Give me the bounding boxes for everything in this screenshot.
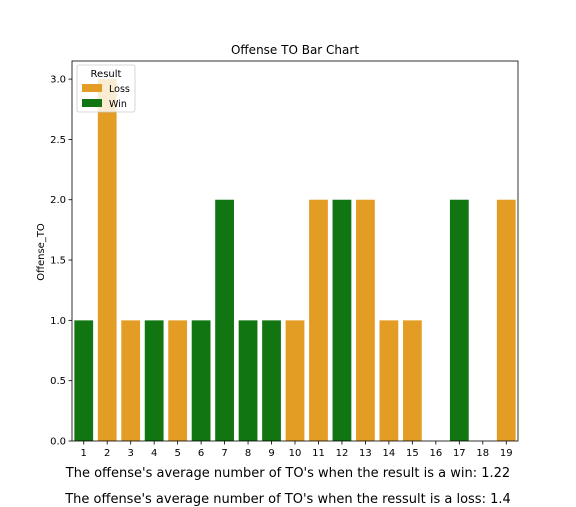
y-tick-label: 0.5 [50,376,66,387]
y-tick-label: 2.0 [50,195,66,206]
x-tick-label: 13 [359,448,372,459]
x-tick-label: 6 [198,448,204,459]
bar-11 [309,199,328,441]
x-tick-label: 9 [268,448,274,459]
loss-average-caption: The offense's average number of TO's whe… [65,492,511,507]
x-tick-label: 14 [383,448,396,459]
bar-15 [402,320,422,441]
x-tick-label: 12 [336,448,349,459]
y-tick-label: 1.0 [50,316,66,327]
x-tick-label: 1 [81,448,87,459]
bar-19 [496,199,516,441]
x-tick-label: 7 [221,448,227,459]
plot-frame [71,60,519,442]
bar-1 [74,320,94,441]
bar-8 [238,320,258,441]
x-tick-label: 15 [406,448,419,459]
bar-14 [379,320,399,441]
bar-10 [285,320,305,441]
x-tick-label: 3 [127,448,133,459]
y-axis-ticks: 0.0 0.5 1.0 1.5 2.0 2.5 3.0 [50,75,72,448]
bar-6 [191,320,211,441]
bar-3 [121,320,141,441]
win-average-caption: The offense's average number of TO's whe… [65,466,511,481]
bar-17 [449,199,469,441]
bar-13 [356,199,375,441]
y-axis-label: Offense_TO [36,223,47,281]
bar-9 [262,320,281,441]
legend-swatch-win [82,99,102,107]
x-tick-label: 8 [245,448,251,459]
x-tick-label: 4 [151,448,157,459]
x-tick-label: 5 [174,448,180,459]
bars [74,79,516,441]
bar-2 [97,79,117,441]
legend-swatch-loss [82,84,102,92]
bar-4 [144,320,164,441]
x-tick-label: 19 [500,448,513,459]
x-tick-label: 17 [453,448,466,459]
x-tick-label: 16 [429,448,442,459]
x-tick-label: 2 [104,448,110,459]
y-tick-label: 3.0 [50,75,66,86]
x-axis-ticks: 1 2 3 4 5 6 7 8 9 10 11 12 13 14 15 16 17 18 19 [81,441,513,459]
legend-title: Result [91,69,122,80]
y-tick-label: 1.5 [50,256,66,267]
legend: Result Loss Win [76,64,136,113]
legend-label-loss: Loss [109,84,130,95]
bar-7 [215,199,234,441]
x-tick-label: 10 [289,448,302,459]
y-tick-label: 2.5 [50,135,66,146]
bar-12 [332,199,352,441]
legend-label-win: Win [109,99,127,110]
x-tick-label: 18 [476,448,489,459]
x-tick-label: 11 [312,448,325,459]
bar-5 [168,320,188,441]
chart-title: Offense TO Bar Chart [231,43,359,57]
y-tick-label: 0.0 [50,437,66,448]
